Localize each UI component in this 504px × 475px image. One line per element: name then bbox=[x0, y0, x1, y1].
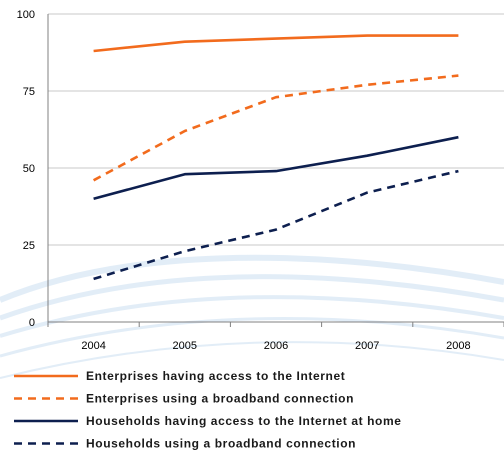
y-tick-label: 100 bbox=[17, 9, 35, 21]
y-axis-tick-labels: 0 25 50 75 100 bbox=[17, 9, 35, 329]
x-axis-tick-labels: 2004 2005 2006 2007 2008 bbox=[81, 340, 470, 352]
x-tick-label: 2007 bbox=[355, 340, 379, 352]
x-tick-label: 2005 bbox=[173, 340, 197, 352]
legend-label: Enterprises using a broadband connection bbox=[86, 392, 354, 406]
legend-item: Enterprises having access to the Interne… bbox=[14, 369, 345, 383]
series-lines bbox=[94, 36, 459, 279]
legend-label: Households having access to the Internet… bbox=[86, 414, 402, 428]
legend-label: Households using a broadband connection bbox=[86, 437, 356, 451]
x-tick-label: 2006 bbox=[264, 340, 288, 352]
series-line-4 bbox=[94, 171, 459, 279]
y-tick-label: 0 bbox=[29, 317, 35, 329]
legend-item: Households having access to the Internet… bbox=[14, 414, 402, 428]
swoosh-stroke bbox=[0, 297, 504, 336]
legend: Enterprises having access to the Interne… bbox=[14, 369, 402, 451]
swoosh-stroke bbox=[0, 319, 504, 356]
legend-label: Enterprises having access to the Interne… bbox=[86, 369, 345, 383]
x-tick-label: 2008 bbox=[446, 340, 470, 352]
background-swoosh bbox=[0, 258, 504, 378]
y-tick-label: 25 bbox=[23, 240, 35, 252]
y-tick-label: 75 bbox=[23, 86, 35, 98]
x-tick-label: 2004 bbox=[81, 340, 105, 352]
legend-item: Enterprises using a broadband connection bbox=[14, 392, 354, 406]
series-line-1 bbox=[94, 36, 459, 51]
legend-item: Households using a broadband connection bbox=[14, 437, 356, 451]
y-tick-label: 50 bbox=[23, 163, 35, 175]
